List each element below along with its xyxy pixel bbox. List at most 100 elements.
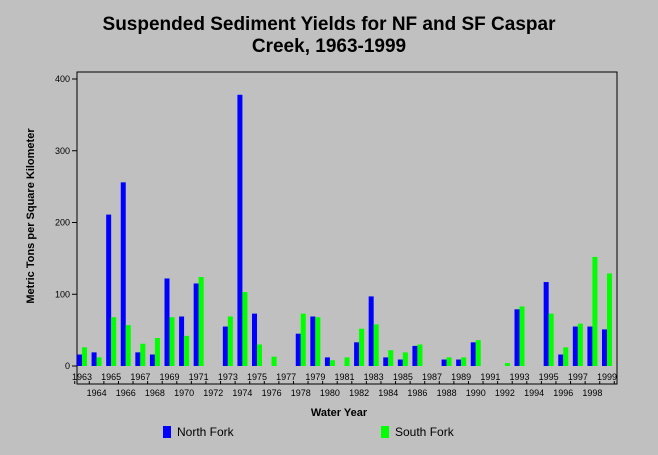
bar-south-fork-1966	[125, 325, 131, 366]
bar-north-fork-1993	[514, 309, 520, 366]
bar-north-fork-1986	[412, 345, 418, 366]
x-axis: 1963 1964 1965 1966 1967 1968 1969 1970 1971 1972…	[72, 372, 617, 398]
x-tick-label-1982: 1982	[349, 388, 369, 398]
bar-south-fork-1982	[359, 328, 365, 366]
legend-label-north-fork: North Fork	[177, 425, 234, 439]
plot-frame	[76, 71, 618, 385]
bar-north-fork-1997	[572, 326, 578, 366]
bar-north-fork-1982	[354, 342, 360, 366]
x-tick-label-1988: 1988	[437, 388, 457, 398]
bar-north-fork-1999	[602, 329, 607, 366]
bar-north-fork-1975	[252, 313, 257, 366]
bar-north-fork-1966	[120, 182, 126, 366]
bar-south-fork-1981	[344, 357, 350, 366]
bar-north-fork-1990	[470, 342, 476, 366]
bar-south-fork-1995	[548, 313, 554, 366]
legend-item-south-fork: South Fork	[381, 425, 454, 439]
legend-label-south-fork: South Fork	[395, 425, 454, 439]
bar-south-fork-1975	[257, 344, 262, 366]
bar-south-fork-1973	[227, 316, 233, 366]
bar-north-fork-1969	[164, 278, 170, 366]
bar-north-fork-1980	[324, 357, 330, 366]
bar-north-fork-1973	[222, 326, 228, 366]
bar-north-fork-1983	[368, 296, 374, 366]
bar-south-fork-1984	[388, 350, 394, 366]
bar-north-fork-1979	[310, 316, 316, 366]
x-tick-label-1975: 1975	[247, 372, 267, 382]
y-tick-label-100: 100	[55, 289, 70, 299]
x-tick-label-1994: 1994	[524, 388, 544, 398]
bars	[77, 94, 612, 366]
x-tick-label-1986: 1986	[407, 388, 427, 398]
bar-south-fork-1988	[446, 357, 452, 366]
bar-south-fork-1989	[461, 357, 467, 366]
legend-swatch-south-fork	[381, 426, 389, 438]
legend-swatch-north-fork	[163, 426, 171, 438]
y-tick-label-400: 400	[55, 74, 70, 84]
bar-south-fork-1998	[592, 256, 598, 366]
x-tick-label-1981: 1981	[334, 372, 354, 382]
bar-south-fork-1968	[154, 338, 160, 366]
bar-north-fork-1984	[383, 357, 389, 366]
bar-north-fork-1978	[295, 333, 301, 366]
y-tick-label-300: 300	[55, 146, 70, 156]
bar-south-fork-1971	[198, 277, 204, 366]
bar-south-fork-1965	[111, 317, 117, 366]
bar-north-fork-1985	[397, 359, 403, 366]
x-tick-label-1984: 1984	[378, 388, 398, 398]
x-tick-label-1980: 1980	[320, 388, 340, 398]
bar-south-fork-1992	[504, 363, 510, 366]
x-tick-label-1985: 1985	[393, 372, 413, 382]
x-tick-label-1987: 1987	[422, 372, 442, 382]
y-tick-label-200: 200	[55, 218, 70, 228]
x-tick-label-1973: 1973	[218, 372, 238, 382]
bar-south-fork-1996	[563, 347, 569, 366]
bar-north-fork-1998	[587, 326, 593, 366]
bar-north-fork-1967	[135, 352, 141, 366]
bar-north-fork-1964	[91, 352, 97, 366]
bar-north-fork-1974	[237, 94, 243, 366]
x-tick-label-1996: 1996	[553, 388, 573, 398]
bar-north-fork-1968	[149, 354, 155, 366]
x-tick-label-1972: 1972	[203, 388, 223, 398]
y-axis: 0 100 200 300 400	[55, 74, 77, 371]
x-tick-label-1970: 1970	[174, 388, 194, 398]
x-tick-label-1999: 1999	[597, 372, 617, 382]
x-tick-label-1968: 1968	[145, 388, 165, 398]
x-tick-label-1998: 1998	[582, 388, 602, 398]
bar-south-fork-1974	[242, 292, 248, 366]
x-tick-label-1983: 1983	[364, 372, 384, 382]
x-tick-label-1966: 1966	[116, 388, 136, 398]
bar-north-fork-1996	[558, 354, 564, 366]
x-tick-label-1995: 1995	[539, 372, 559, 382]
x-tick-label-1969: 1969	[159, 372, 179, 382]
x-axis-label: Water Year	[310, 407, 368, 419]
x-tick-label-1979: 1979	[305, 372, 325, 382]
bar-south-fork-1983	[373, 324, 379, 366]
x-tick-label-1971: 1971	[189, 372, 209, 382]
x-tick-label-1991: 1991	[480, 372, 500, 382]
bar-south-fork-1980	[329, 360, 335, 366]
x-tick-label-1993: 1993	[509, 372, 529, 382]
bar-south-fork-1978	[300, 313, 306, 366]
bar-south-fork-1986	[417, 344, 423, 366]
bar-south-fork-1990	[475, 340, 481, 366]
bar-south-fork-1969	[169, 317, 175, 366]
bar-north-fork-1963	[77, 354, 82, 366]
bar-south-fork-1976	[271, 356, 277, 366]
x-tick-label-1978: 1978	[291, 388, 311, 398]
bar-north-fork-1971	[193, 283, 199, 366]
bar-south-fork-1993	[519, 306, 525, 366]
bar-south-fork-1997	[577, 323, 583, 366]
bar-south-fork-1979	[315, 317, 321, 366]
chart-title-line-1: Suspended Sediment Yields for NF and SF …	[102, 14, 556, 35]
bar-south-fork-1964	[96, 357, 102, 366]
bar-south-fork-1967	[140, 343, 146, 366]
legend-item-north-fork: North Fork	[163, 425, 234, 439]
x-tick-label-1963: 1963	[72, 372, 92, 382]
bar-south-fork-1985	[402, 352, 408, 366]
x-tick-label-1990: 1990	[466, 388, 486, 398]
x-tick-label-1989: 1989	[451, 372, 471, 382]
bar-south-fork-1999	[607, 273, 612, 366]
